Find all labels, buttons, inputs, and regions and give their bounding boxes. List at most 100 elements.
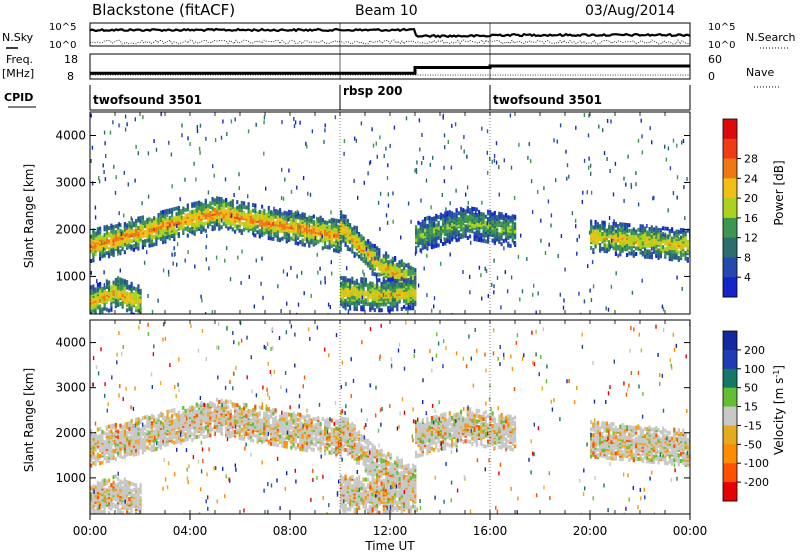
velocity-echo-cell: [114, 422, 117, 427]
power-sparse-echo: [109, 130, 112, 135]
power-sparse-echo: [386, 220, 389, 225]
power-echo-cell: [668, 236, 671, 241]
power-echo-cell: [308, 234, 311, 239]
velocity-echo-cell: [220, 398, 223, 403]
velocity-echo-cell: [209, 400, 212, 405]
velocity-echo-cell: [227, 405, 230, 410]
power-sparse-echo: [661, 304, 664, 309]
beam-title: Beam 10: [355, 3, 418, 19]
power-echo-cell: [462, 234, 465, 239]
velocity-echo-cell: [94, 455, 97, 460]
freq-tick-top: 18: [64, 53, 78, 66]
power-sparse-echo: [667, 146, 670, 151]
velocity-echo-cell: [139, 440, 142, 445]
power-echo-cell: [171, 207, 174, 212]
power-echo-cell: [500, 236, 503, 241]
power-echo-cell: [639, 239, 642, 244]
power-echo-cell: [279, 217, 282, 222]
power-echo-cell: [261, 210, 264, 215]
power-echo-cell: [193, 201, 196, 206]
power-echo-cell: [659, 231, 662, 236]
power-echo-cell: [137, 239, 140, 244]
velocity-echo-cell: [139, 431, 142, 436]
power-echo-cell: [141, 239, 144, 244]
power-echo-cell: [360, 277, 363, 282]
power-sparse-echo: [253, 304, 255, 309]
power-echo-cell: [675, 253, 678, 258]
power-echo-cell: [439, 225, 442, 230]
power-echo-cell: [303, 222, 306, 227]
velocity-echo-cell: [96, 458, 99, 463]
power-echo-cell: [353, 251, 356, 256]
velocity-echo-cell: [153, 429, 156, 434]
velocity-echo-cell: [110, 434, 113, 439]
power-echo-cell: [99, 289, 102, 294]
velocity-echo-cell: [245, 431, 248, 436]
power-echo-cell: [680, 235, 683, 240]
power-echo-cell: [493, 214, 496, 219]
power-sparse-echo: [400, 235, 402, 240]
velocity-echo-cell: [207, 421, 210, 426]
power-sparse-echo: [537, 189, 539, 194]
velocity-echo-cell: [256, 412, 259, 417]
power-echo-cell: [590, 219, 593, 224]
velocity-echo-cell: [162, 412, 165, 417]
power-echo-cell: [373, 283, 376, 288]
power-echo-cell: [373, 272, 376, 277]
power-echo-cell: [682, 252, 685, 257]
power-echo-cell: [303, 242, 306, 247]
power-sparse-echo: [94, 215, 97, 220]
power-echo-cell: [119, 277, 122, 282]
power-echo-cell: [328, 224, 331, 229]
power-sparse-echo: [367, 171, 369, 176]
power-sparse-echo: [421, 133, 423, 137]
velocity-echoes: [90, 320, 690, 514]
velocity-echo-cell: [135, 417, 138, 422]
power-echo-cell: [274, 220, 277, 225]
power-echo-cell: [376, 278, 379, 283]
power-echo-cell: [369, 281, 372, 286]
velocity-echo-cell: [171, 419, 174, 424]
power-echo-cell: [101, 250, 104, 255]
power-echo-cell: [405, 306, 408, 311]
power-echo-cell: [428, 219, 431, 224]
velocity-echo-cell: [252, 438, 255, 443]
velocity-echo-cell: [177, 439, 180, 444]
velocity-echo-cell: [263, 426, 266, 431]
velocity-echo-cell: [213, 403, 216, 408]
power-sparse-echo: [503, 246, 505, 251]
power-sparse-echo: [123, 213, 125, 218]
velocity-echo-cell: [153, 415, 156, 420]
velocity-echo-cell: [94, 438, 97, 443]
power-sparse-echo: [102, 163, 104, 168]
power-echo-cell: [308, 228, 311, 233]
power-echo-cell: [191, 202, 194, 207]
power-sparse-echo: [432, 155, 434, 160]
velocity-echo-cell: [180, 429, 183, 434]
power-echo-cell: [382, 285, 385, 290]
power-echo-cell: [614, 229, 617, 234]
power-sparse-echo: [415, 170, 418, 174]
power-sparse-echo: [559, 292, 561, 297]
velocity-echo-cell: [130, 446, 133, 450]
power-echo-cell: [310, 225, 313, 230]
power-echo-cell: [439, 212, 442, 217]
power-echo-cell: [306, 220, 309, 225]
velocity-echo-cell: [191, 405, 194, 410]
power-sparse-echo: [330, 260, 332, 265]
power-echo-cell: [351, 280, 354, 285]
power-echo-cell: [114, 230, 117, 234]
power-sparse-echo: [443, 179, 446, 184]
power-echo-cell: [671, 253, 674, 258]
power-echo-cell: [103, 232, 106, 237]
power-sparse-echo: [393, 125, 396, 130]
velocity-echo-cell: [148, 416, 151, 421]
power-echo-cell: [396, 282, 399, 287]
power-sparse-echo: [530, 179, 533, 184]
power-echo-cell: [650, 251, 653, 256]
power-sparse-echo: [564, 267, 566, 272]
freq-unit-label: [MHz]: [2, 67, 34, 80]
velocity-echo-cell: [267, 417, 270, 422]
power-echo-cell: [514, 241, 517, 245]
